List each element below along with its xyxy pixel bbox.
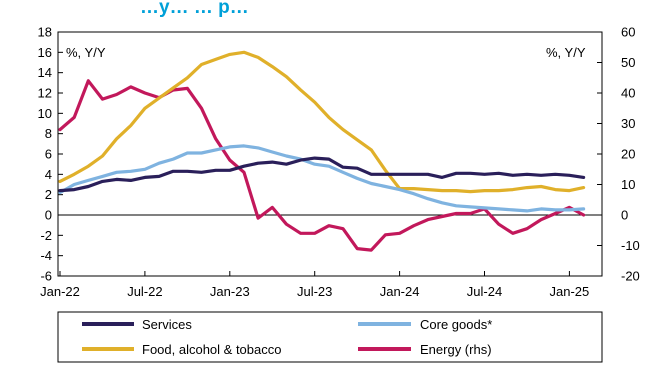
- x-tick-label: Jul-24: [467, 284, 502, 299]
- left-tick-label: 18: [38, 25, 52, 40]
- left-tick-label: 12: [38, 86, 52, 101]
- right-axis-unit-label: %, Y/Y: [546, 45, 586, 60]
- right-tick-label: -20: [621, 269, 640, 284]
- x-tick-label: Jul-23: [297, 284, 332, 299]
- left-tick-label: 0: [45, 208, 52, 223]
- series-core-goods-line: [58, 144, 586, 213]
- left-tick-label: -2: [40, 228, 52, 243]
- series-services-line: [58, 156, 586, 193]
- left-axis: -6 -4 -2 0 2 4 6 8 10 12 14 16 18: [38, 25, 63, 284]
- series-food-line: [58, 50, 586, 194]
- right-tick-label: 0: [621, 208, 628, 223]
- chart-title: …y… … p…: [140, 0, 249, 18]
- left-tick-label: 10: [38, 106, 52, 121]
- legend-label-energy: Energy (rhs): [420, 342, 492, 357]
- left-axis-unit-label: %, Y/Y: [66, 45, 106, 60]
- left-tick-label: 6: [45, 147, 52, 162]
- left-tick-label: 14: [38, 65, 52, 80]
- left-tick-label: 4: [45, 167, 52, 182]
- x-tick-label: Jan-23: [210, 284, 250, 299]
- right-tick-label: 10: [621, 177, 635, 192]
- legend-label-core-goods: Core goods*: [420, 317, 492, 332]
- legend-box: [57, 311, 603, 363]
- series-group: [58, 50, 602, 252]
- legend-label-food: Food, alcohol & tobacco: [142, 342, 281, 357]
- right-tick-label: 20: [621, 147, 635, 162]
- x-tick-label: Jan-25: [550, 284, 590, 299]
- x-tick-label: Jan-22: [40, 284, 80, 299]
- right-axis: -20 -10 0 10 20 30 40 50 60: [597, 25, 640, 284]
- right-tick-label: 60: [621, 25, 635, 40]
- series-energy-line: [58, 79, 586, 252]
- legend-label-services: Services: [142, 317, 192, 332]
- left-tick-label: 2: [45, 187, 52, 202]
- left-tick-label: 16: [38, 45, 52, 60]
- left-tick-label: 8: [45, 126, 52, 141]
- x-axis: Jan-22 Jul-22 Jan-23 Jul-23 Jan-24 Jul-24 Jan-…: [40, 271, 589, 299]
- x-tick-label: Jul-22: [127, 284, 162, 299]
- right-tick-label: 50: [621, 55, 635, 70]
- right-tick-label: 30: [621, 116, 635, 131]
- plot-frame: [57, 31, 603, 277]
- right-tick-label: -10: [621, 238, 640, 253]
- left-tick-label: -6: [40, 269, 52, 284]
- right-tick-label: 40: [621, 86, 635, 101]
- left-tick-label: -4: [40, 248, 52, 263]
- x-tick-label: Jan-24: [380, 284, 420, 299]
